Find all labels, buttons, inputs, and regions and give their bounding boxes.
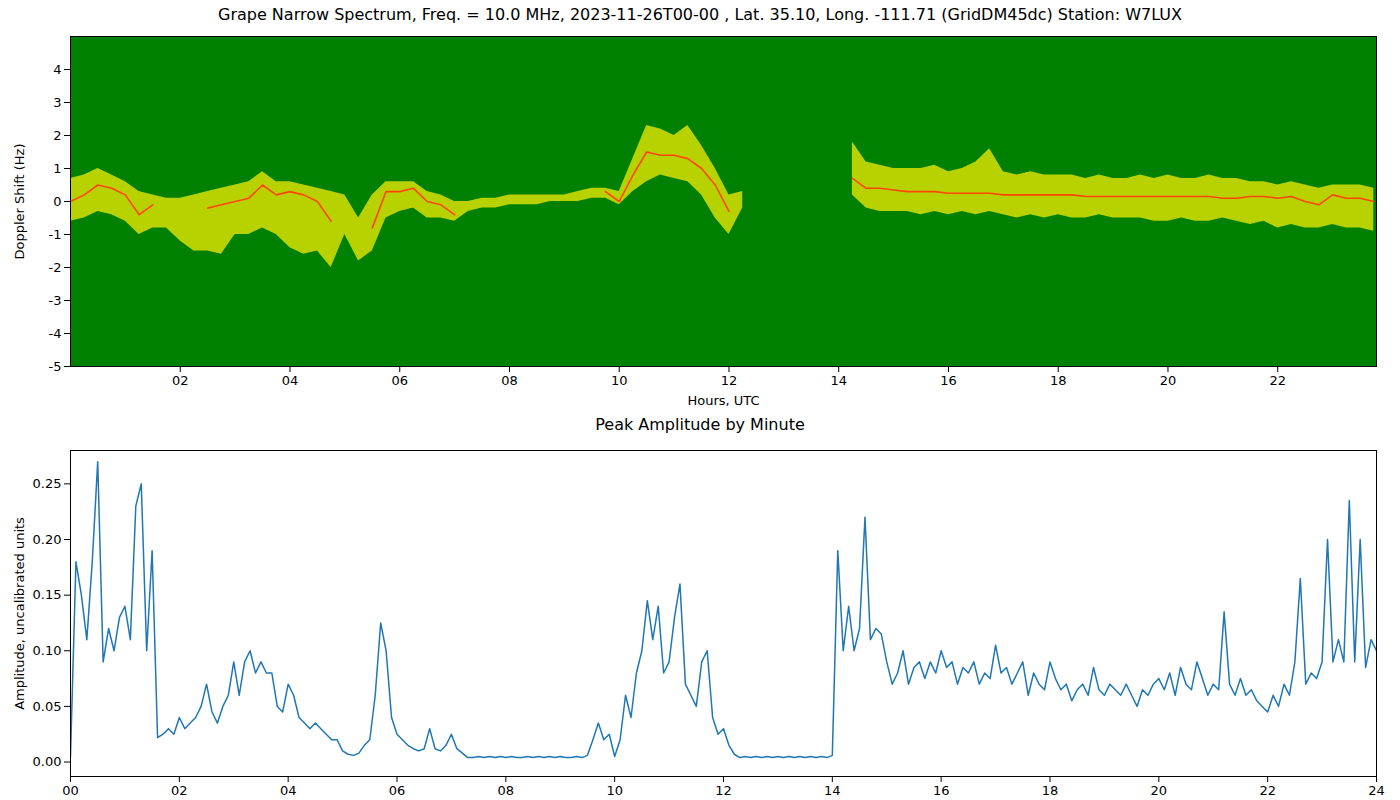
svg-text:02: 02 [172, 373, 189, 388]
svg-text:14: 14 [824, 783, 841, 798]
svg-text:0.00: 0.00 [33, 754, 62, 769]
svg-text:-4: -4 [49, 326, 62, 341]
svg-text:2: 2 [53, 128, 61, 143]
svg-text:0.05: 0.05 [33, 699, 62, 714]
svg-text:04: 04 [280, 783, 297, 798]
svg-text:08: 08 [501, 373, 518, 388]
svg-text:0.20: 0.20 [33, 532, 62, 547]
svg-text:Doppler Shift (Hz): Doppler Shift (Hz) [12, 144, 27, 260]
svg-text:22: 22 [1269, 373, 1286, 388]
svg-text:-3: -3 [49, 293, 62, 308]
svg-text:20: 20 [1160, 373, 1177, 388]
svg-text:-1: -1 [49, 227, 62, 242]
svg-text:20: 20 [1151, 783, 1168, 798]
svg-text:06: 06 [391, 373, 408, 388]
svg-text:04: 04 [282, 373, 299, 388]
svg-text:0.15: 0.15 [33, 587, 62, 602]
svg-text:0.10: 0.10 [33, 643, 62, 658]
svg-text:-5: -5 [49, 359, 62, 374]
svg-text:18: 18 [1050, 373, 1067, 388]
svg-text:Hours, UTC: Hours, UTC [687, 393, 759, 408]
svg-text:00: 00 [62, 783, 79, 798]
svg-text:10: 10 [611, 373, 628, 388]
svg-text:24: 24 [1368, 783, 1385, 798]
svg-text:-2: -2 [49, 260, 62, 275]
svg-text:14: 14 [830, 373, 847, 388]
svg-text:18: 18 [1042, 783, 1059, 798]
html-text:Grape Narrow Spectrum, Freq. =: Grape Narrow Spectrum, Freq. = 10.0 MHz,… [218, 5, 1182, 24]
svg-text:16: 16 [933, 783, 950, 798]
svg-text:08: 08 [498, 783, 515, 798]
svg-text:0.25: 0.25 [33, 476, 62, 491]
svg-text:12: 12 [715, 783, 732, 798]
svg-text:02: 02 [171, 783, 188, 798]
svg-text:10: 10 [606, 783, 623, 798]
svg-text:1: 1 [53, 161, 61, 176]
svg-text:16: 16 [940, 373, 957, 388]
html-text:Peak Amplitude by Minute: Peak Amplitude by Minute [595, 415, 805, 434]
svg-text:Amplitude, uncalibrated units: Amplitude, uncalibrated units [12, 517, 27, 710]
svg-text:3: 3 [53, 95, 61, 110]
svg-text:0: 0 [53, 194, 61, 209]
svg-text:4: 4 [53, 62, 61, 77]
svg-text:12: 12 [721, 373, 738, 388]
svg-text:06: 06 [389, 783, 406, 798]
svg-text:22: 22 [1259, 783, 1276, 798]
